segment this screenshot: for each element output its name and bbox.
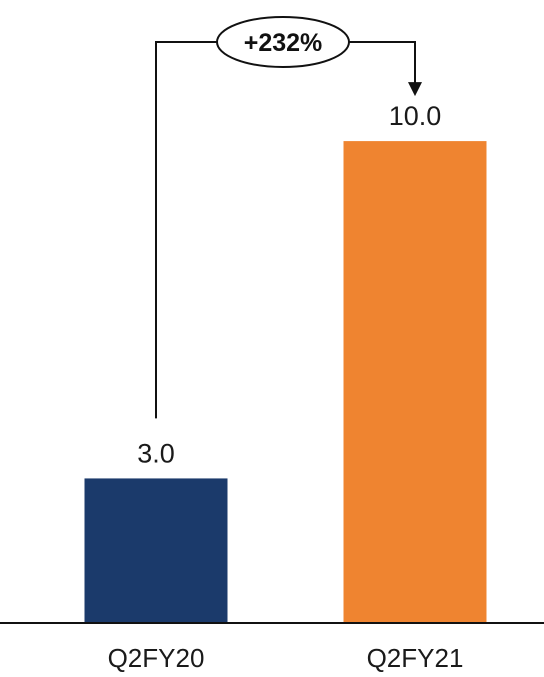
growth-annotation: +232% [155, 16, 422, 419]
data-label-q2fy20: 3.0 [137, 438, 175, 468]
value-labels-group: 3.0 10.0 [137, 101, 441, 468]
x-tick-label-q2fy20: Q2FY20 [108, 643, 205, 673]
bar-q2fy21 [343, 141, 487, 623]
arrow-down-icon [408, 82, 422, 97]
growth-badge-ellipse [216, 16, 350, 68]
growth-percentage-label: +232% [244, 29, 323, 57]
x-tick-label-q2fy21: Q2FY21 [367, 643, 464, 673]
data-label-q2fy21: 10.0 [389, 101, 442, 131]
bars-group [84, 141, 487, 623]
x-tick-labels-group: Q2FY20 Q2FY21 [108, 643, 464, 673]
bar-q2fy20 [84, 478, 228, 623]
